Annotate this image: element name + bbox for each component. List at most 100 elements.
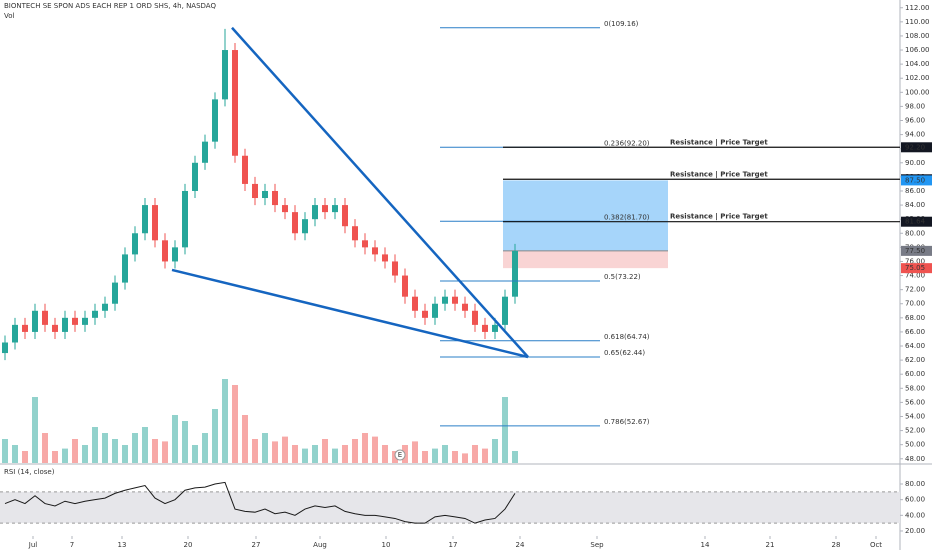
candle-body	[432, 303, 438, 318]
volume-bar	[152, 439, 158, 463]
y-tick-label: 90.00	[905, 159, 925, 167]
candle-body	[392, 261, 398, 276]
x-tick-label: Sep	[590, 541, 604, 549]
volume-bar	[72, 439, 78, 463]
volume-bar	[262, 433, 268, 463]
y-tick-label: 108.00	[905, 32, 930, 40]
volume-bar	[222, 379, 228, 463]
fib-label: 0.786(52.67)	[604, 418, 650, 426]
y-tick-label: 102.00	[905, 74, 930, 82]
candle-body	[152, 205, 158, 241]
candle-body	[82, 317, 88, 325]
volume-bar	[192, 445, 198, 463]
y-tick-label: 68.00	[905, 314, 925, 322]
price-badge-label: 92.20	[905, 143, 925, 151]
volume-bar	[202, 433, 208, 463]
candle-body	[232, 50, 238, 156]
fib-label: 0.65(62.44)	[604, 349, 645, 357]
y-tick-label: 60.00	[905, 370, 925, 378]
candle-body	[262, 190, 268, 199]
volume-bar	[32, 397, 38, 463]
earnings-marker	[394, 449, 406, 461]
volume-bar	[112, 439, 118, 463]
y-tick-label: 52.00	[905, 427, 925, 435]
volume-bar	[42, 433, 48, 463]
price-badge-label: 81.64	[905, 218, 926, 226]
candle-body	[462, 303, 468, 311]
candle-body	[502, 296, 508, 325]
fib-label: 0.236(92.20)	[604, 139, 650, 147]
candle-body	[182, 190, 188, 248]
y-tick-label: 80.00	[905, 229, 925, 237]
price-badge	[901, 175, 932, 186]
candle-body	[352, 226, 358, 241]
volume-bar	[272, 441, 278, 463]
volume-bar	[442, 445, 448, 463]
y-tick-label: 58.00	[905, 384, 925, 392]
volume-bar	[12, 445, 18, 463]
price-badge-label: 77.50	[905, 247, 925, 255]
x-tick-label: 14	[701, 541, 710, 549]
y-tick-label: 104.00	[905, 60, 930, 68]
rsi-tick-label: 40.00	[905, 511, 925, 519]
x-tick-label: 13	[118, 541, 127, 549]
x-tick-label: 28	[832, 541, 841, 549]
volume-bar	[242, 415, 248, 463]
y-tick-label: 86.00	[905, 187, 925, 195]
y-tick-label: 48.00	[905, 455, 925, 463]
x-tick-label: Oct	[870, 541, 882, 549]
y-tick-label: 98.00	[905, 102, 925, 110]
volume-bar	[212, 409, 218, 463]
resistance-label: Resistance | Price Target	[670, 213, 768, 222]
y-tick-label: 64.00	[905, 342, 925, 350]
volume-bar	[452, 451, 458, 463]
chart-title: BIONTECH SE SPON ADS EACH REP 1 ORD SHS,…	[4, 2, 216, 10]
volume-bar	[282, 436, 288, 463]
candle-body	[492, 324, 498, 332]
price-badge	[901, 263, 932, 274]
y-tick-label: 56.00	[905, 398, 925, 406]
volume-bar	[252, 439, 258, 463]
price-badge-label: 87.50	[905, 176, 925, 184]
volume-bar	[132, 433, 138, 463]
x-tick-label: Aug	[313, 541, 327, 549]
candle-body	[312, 205, 318, 220]
price-badge	[901, 142, 932, 153]
x-tick-label: 7	[70, 541, 74, 549]
candle-body	[162, 240, 168, 262]
volume-bar	[462, 453, 468, 463]
trendline	[171, 268, 529, 359]
position-target-zone	[503, 180, 668, 251]
volume-bar	[502, 397, 508, 463]
y-tick-label: 72.00	[905, 286, 925, 294]
y-tick-label: 50.00	[905, 441, 925, 449]
volume-bar	[322, 439, 328, 463]
trendline	[231, 26, 529, 358]
candle-body	[122, 254, 128, 283]
x-tick-label: 10	[382, 541, 391, 549]
y-tick-label: 54.00	[905, 412, 925, 420]
candle-body	[512, 250, 518, 297]
candle-body	[332, 205, 338, 213]
candle-body	[272, 190, 278, 206]
volume-bar	[182, 421, 188, 463]
rsi-line	[4, 481, 516, 524]
volume-bar	[102, 433, 108, 463]
candle-body	[142, 205, 148, 234]
candle-body	[2, 342, 8, 354]
candle-body	[112, 282, 118, 304]
fib-label: 0(109.16)	[604, 20, 639, 28]
volume-bar	[342, 445, 348, 463]
y-tick-label: 62.00	[905, 356, 925, 364]
candle-body	[212, 99, 218, 142]
y-tick-label: 110.00	[905, 18, 930, 26]
volume-bar	[332, 448, 338, 463]
volume-bar	[412, 441, 418, 463]
y-tick-label: 96.00	[905, 117, 925, 125]
y-tick-label: 94.00	[905, 131, 925, 139]
rsi-tick-label: 80.00	[905, 480, 925, 488]
candle-body	[282, 205, 288, 213]
fib-label: 0.382(81.70)	[604, 213, 650, 221]
